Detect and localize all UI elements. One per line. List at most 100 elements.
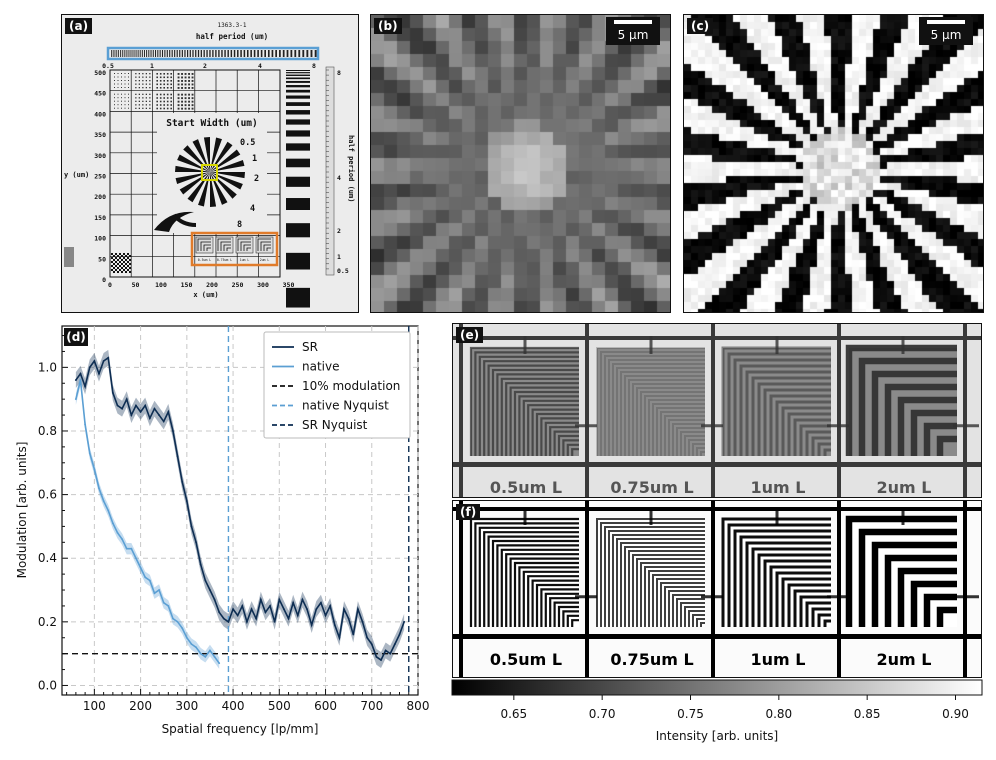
point-SR	[102, 360, 105, 362]
y-tick-label: 0.2	[38, 615, 57, 629]
point-SR	[259, 598, 262, 601]
panel-f: (f) 0.5um L 0.75um L 1um L 2um L	[452, 500, 982, 678]
point-SR	[283, 608, 285, 611]
point-SR	[389, 652, 392, 655]
target-label: 2um L	[877, 650, 932, 669]
point-native	[209, 649, 211, 652]
yellow-highlight-box	[201, 164, 218, 181]
a-right-label: half period (um)	[347, 135, 355, 202]
a-x-tick: 0	[108, 281, 112, 289]
point-SR	[148, 417, 151, 420]
panel-b-scalebar-text: 5 µm	[617, 28, 649, 42]
point-SR	[393, 643, 396, 646]
point-SR	[162, 420, 165, 423]
a-right-tick: 4	[337, 174, 341, 182]
point-native	[181, 627, 184, 630]
point-native	[218, 662, 221, 665]
point-SR	[98, 372, 100, 375]
panel-a: (a) 1363.3-1 half period (um) 0.5 1 2 4 8 50…	[61, 14, 359, 313]
point-SR	[301, 598, 304, 601]
point-SR	[227, 620, 230, 623]
point-SR	[338, 636, 341, 639]
orange-highlight-box	[190, 231, 279, 267]
a-x-tick: 150	[181, 281, 193, 289]
y-tick-label: 0.8	[38, 424, 57, 438]
point-SR	[79, 372, 82, 375]
point-SR	[232, 608, 234, 611]
target-label: 2um L	[877, 478, 932, 497]
center-title: Start Width (um)	[166, 118, 258, 129]
colorbar-tick-label: 0.70	[589, 707, 616, 721]
a-y-tick: 500	[94, 69, 106, 77]
panel-f-label: (f)	[456, 504, 481, 520]
colorbar-gradient	[451, 679, 983, 696]
point-native	[176, 620, 179, 623]
point-native	[84, 423, 87, 426]
target-label: 0.5um L	[490, 478, 562, 497]
point-SR	[190, 525, 193, 528]
panel-c-scalebar-text: 5 µm	[930, 28, 962, 42]
a-x-tick: 50	[132, 281, 140, 289]
colorbar: 0.65 0.70 0.75 0.80 0.85 0.90 Intensity [arb.…	[451, 679, 983, 743]
a-y-tick: 350	[94, 131, 106, 139]
y-axis: 0.0 0.2 0.4 0.6 0.8 1.0	[38, 335, 68, 692]
point-native	[111, 522, 114, 525]
test-target-image: 1363.3-1 half period (um) 0.5 1 2 4 8 500450…	[62, 15, 358, 312]
point-SR	[306, 608, 308, 611]
colorbar-label: Intensity [arb. units]	[656, 729, 778, 743]
sr-star-image	[684, 15, 983, 312]
point-SR	[380, 659, 382, 661]
point-native	[79, 379, 82, 381]
a-y-tick: 300	[94, 152, 106, 160]
a-top-tick: 0.5	[102, 62, 114, 70]
point-SR	[315, 608, 318, 611]
panel-c: (c) 5 µm	[683, 14, 984, 313]
point-native	[204, 655, 207, 658]
top-title-id: 1363.3-1	[218, 22, 247, 29]
panel-b: (b) 5 µm	[370, 14, 671, 313]
a-star-label: 2	[254, 174, 259, 184]
point-SR	[93, 360, 96, 362]
x-tick-label: 100	[83, 699, 106, 713]
point-SR	[269, 605, 271, 607]
point-SR	[167, 410, 170, 413]
point-SR	[398, 633, 401, 636]
a-top-tick: 1	[150, 62, 154, 70]
x-tick-label: 200	[129, 699, 152, 713]
point-native	[74, 398, 77, 401]
series-line-SR	[75, 356, 405, 662]
y-tick-label: 1.0	[38, 360, 57, 374]
x-tick-label: 300	[175, 699, 198, 713]
colorbar-tick-label: 0.75	[677, 707, 704, 721]
point-native	[130, 547, 133, 550]
point-SR	[278, 598, 281, 601]
a-small-label: 1um L	[240, 258, 250, 262]
point-SR	[130, 414, 133, 416]
a-y-tick: 400	[94, 110, 106, 118]
a-y-tick: 200	[94, 193, 106, 201]
a-top-tick: 8	[312, 62, 316, 70]
point-native	[102, 500, 105, 502]
point-SR	[107, 356, 110, 359]
point-SR	[241, 605, 244, 607]
y-axis-label: Modulation [arb. units]	[15, 442, 29, 579]
point-SR	[209, 589, 211, 591]
a-star-label: 4	[250, 204, 255, 214]
point-native	[195, 646, 197, 649]
target-label: 0.5um L	[490, 650, 562, 669]
point-native	[125, 547, 128, 550]
y-tick-label: 0.6	[38, 488, 57, 502]
colorbar-tick-label: 0.65	[500, 707, 527, 721]
x-tick-label: 600	[314, 699, 337, 713]
a-right-tick: 2	[337, 227, 341, 235]
point-SR	[139, 410, 142, 413]
point-SR	[403, 620, 406, 623]
a-x-tick: 200	[206, 281, 218, 289]
point-SR	[158, 414, 160, 416]
point-SR	[375, 655, 378, 658]
point-SR	[343, 608, 345, 611]
point-SR	[246, 620, 248, 623]
point-SR	[222, 617, 225, 620]
point-SR	[218, 611, 221, 614]
band-SR	[75, 349, 405, 668]
